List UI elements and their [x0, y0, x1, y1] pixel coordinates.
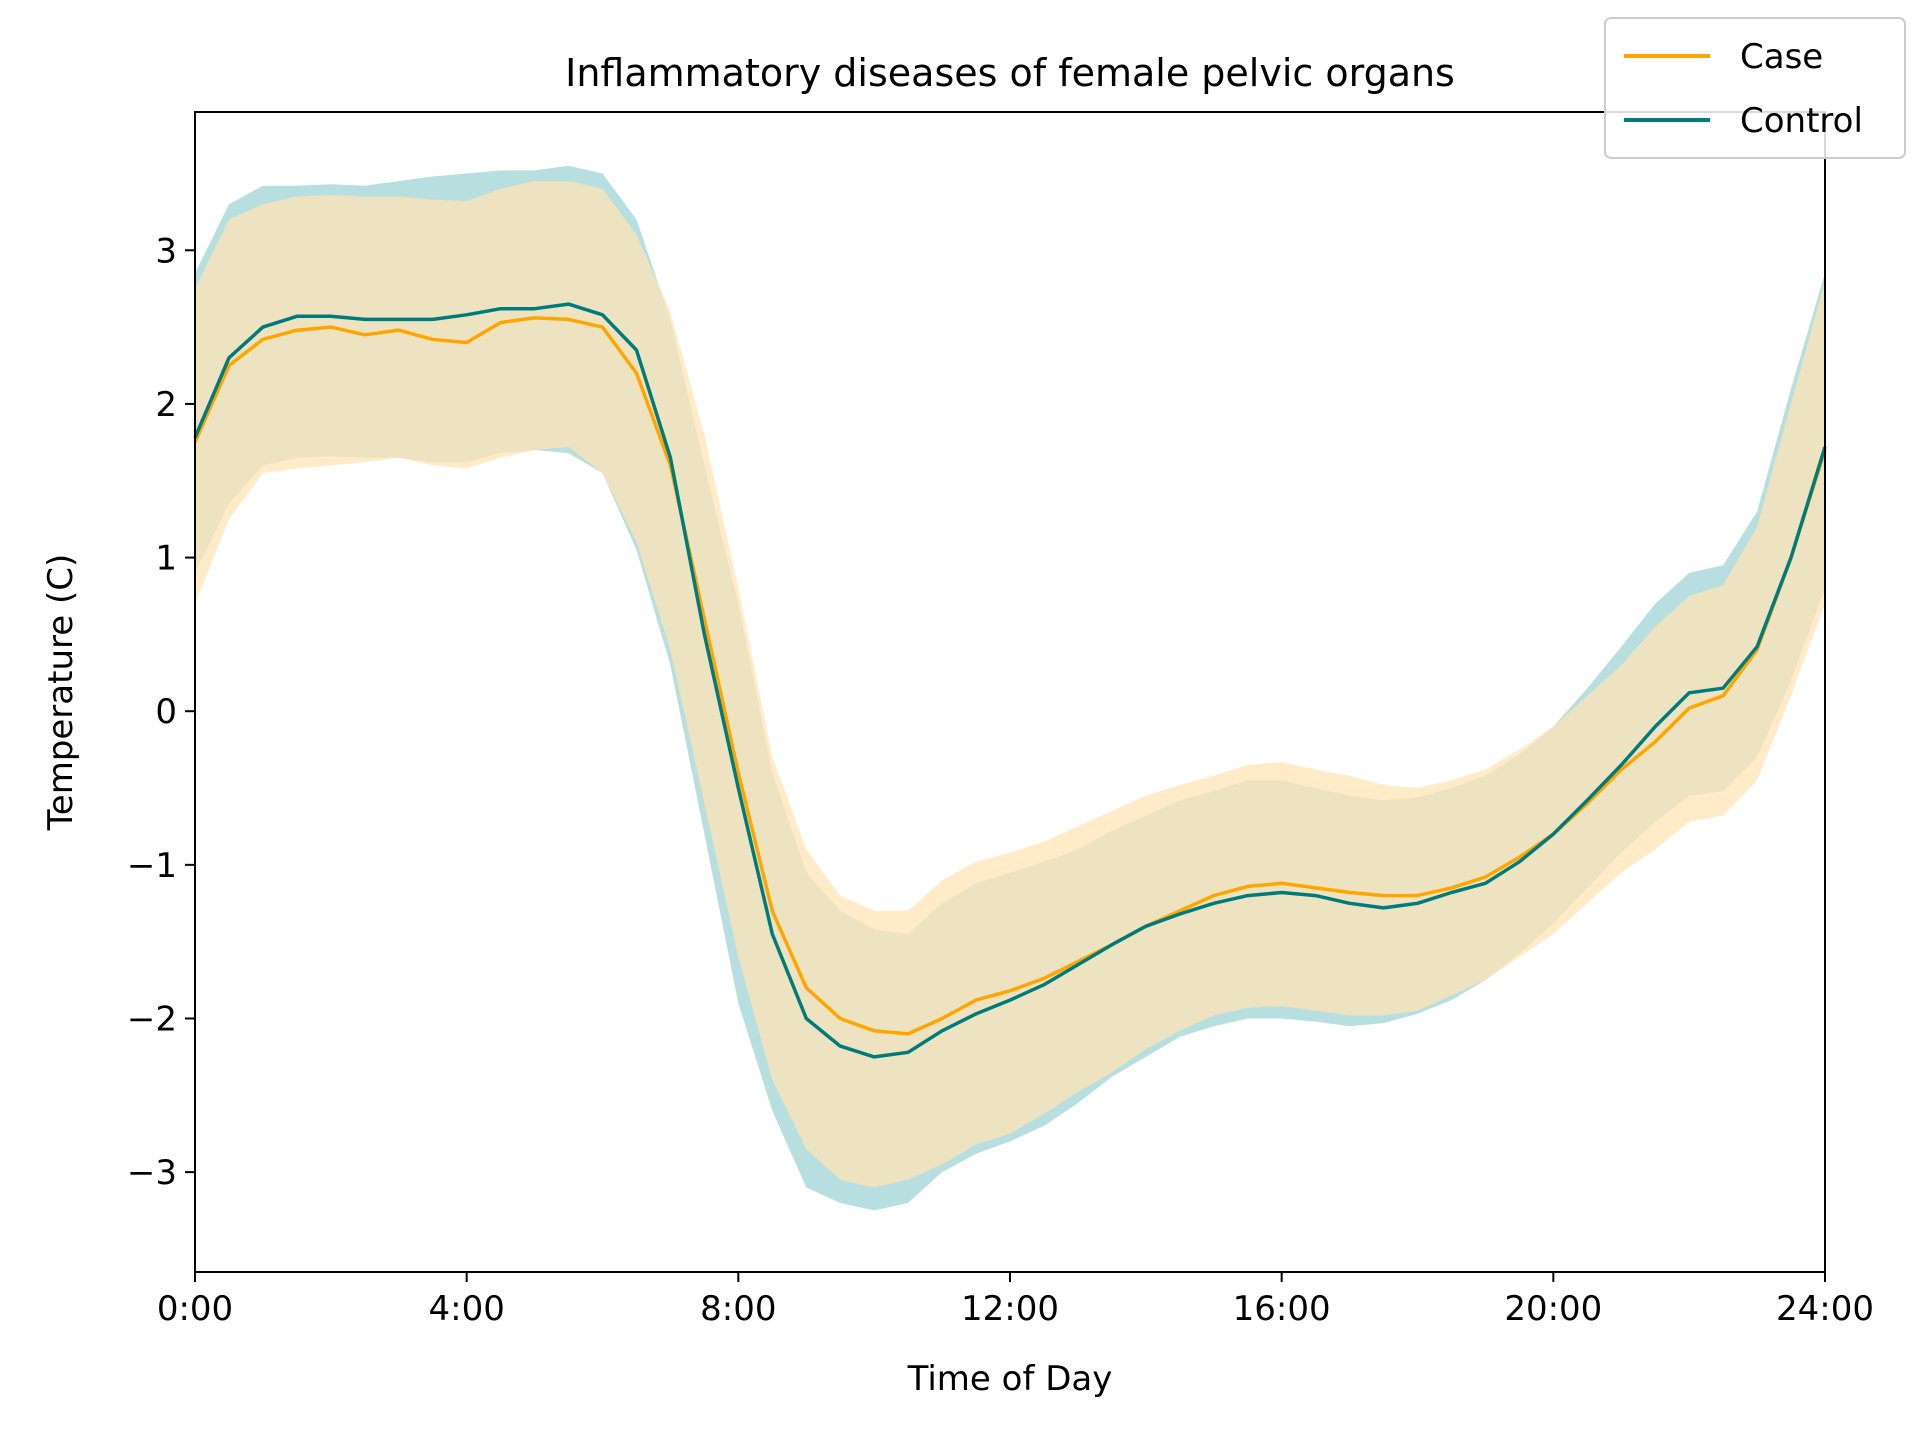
x-tick-label: 16:00 — [1233, 1289, 1331, 1329]
y-axis-label: Temperature (C) — [41, 554, 81, 831]
y-tick-label: −3 — [127, 1153, 177, 1193]
legend-box — [1604, 17, 1906, 159]
y-tick-label: 0 — [155, 692, 177, 732]
band-case — [195, 181, 1825, 1188]
chart-title: Inflammatory diseases of female pelvic o… — [565, 51, 1455, 95]
x-tick-label: 24:00 — [1776, 1289, 1874, 1329]
x-tick-label: 4:00 — [428, 1289, 504, 1329]
x-tick-label: 0:00 — [157, 1289, 233, 1329]
y-tick-label: 2 — [155, 385, 177, 425]
line-control — [193, 302, 1827, 1059]
y-tick-label: 3 — [155, 231, 177, 271]
legend-label-control: Control — [1740, 101, 1863, 141]
y-tick-label: −1 — [127, 846, 177, 886]
legend: Case Control — [1604, 17, 1906, 159]
legend-label-case: Case — [1740, 37, 1823, 77]
axes: 0:00 4:00 8:00 12:00 16:00 20:00 24:00 −3 −2 −1 0 1… — [127, 231, 1874, 1329]
x-tick-label: 8:00 — [700, 1289, 776, 1329]
x-tick-label: 20:00 — [1504, 1289, 1602, 1329]
y-tick-label: −2 — [127, 999, 177, 1039]
x-tick-label: 12:00 — [961, 1289, 1059, 1329]
x-axis-label: Time of Day — [907, 1359, 1113, 1399]
plot-area — [193, 165, 1827, 1211]
y-tick-label: 1 — [155, 539, 177, 579]
